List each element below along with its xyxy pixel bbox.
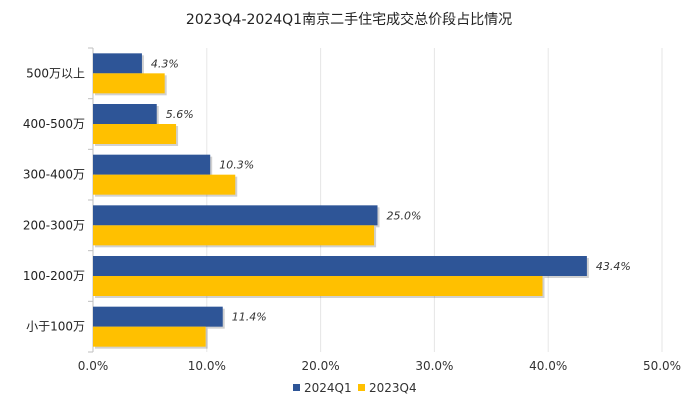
bar-2023Q4 xyxy=(93,225,375,246)
category-label: 400-500万 xyxy=(23,117,85,131)
bar-2024Q1 xyxy=(93,154,211,175)
x-tick-label: 20.0% xyxy=(302,359,340,373)
data-label: 25.0% xyxy=(387,209,422,222)
legend-swatch xyxy=(358,384,365,391)
grid-lines xyxy=(88,47,663,353)
category-label: 300-400万 xyxy=(23,168,85,182)
bar-2024Q1 xyxy=(93,256,587,276)
x-tick-label: 30.0% xyxy=(415,359,453,373)
data-label: 4.3% xyxy=(151,57,179,70)
category-label: 100-200万 xyxy=(23,269,85,283)
bars: 4.3% 5.6% 10.3% 25.0% 43.4% 11.4% xyxy=(93,53,631,349)
bar-2023Q4 xyxy=(93,174,236,195)
legend-label: 2024Q1 xyxy=(304,381,352,395)
chart-title: 2023Q4-2024Q1南京二手住宅成交总价段占比情况 xyxy=(186,11,512,28)
x-tick-label: 40.0% xyxy=(529,359,567,373)
bar-2023Q4 xyxy=(93,326,206,347)
bar-2024Q1 xyxy=(93,53,142,74)
bar-2024Q1 xyxy=(93,306,223,327)
x-tick-label: 10.0% xyxy=(188,359,226,373)
legend: 2024Q1 2023Q4 xyxy=(293,381,417,395)
category-label: 小于100万 xyxy=(26,320,85,334)
bar-2024Q1 xyxy=(93,104,157,124)
x-tick-label: 50.0% xyxy=(643,359,681,373)
category-label: 500万以上 xyxy=(26,66,85,80)
bar-2024Q1 xyxy=(93,205,378,226)
x-tick-label: 0.0% xyxy=(78,359,109,373)
category-label: 200-300万 xyxy=(23,218,85,232)
bar-2023Q4 xyxy=(93,124,177,144)
legend-swatch xyxy=(293,384,300,391)
data-label: 5.6% xyxy=(166,108,194,121)
category-labels: 500万以上 400-500万 300-400万 200-300万 100-200万小于… xyxy=(23,66,85,333)
data-label: 43.4% xyxy=(596,260,631,273)
x-tick-labels: 0.0% 10.0% 20.0% 30.0% 40.0% 50.0% xyxy=(78,359,681,373)
data-label: 11.4% xyxy=(232,311,267,324)
bar-2023Q4 xyxy=(93,276,543,296)
legend-label: 2023Q4 xyxy=(369,381,417,395)
bar-2023Q4 xyxy=(93,73,165,94)
data-label: 10.3% xyxy=(219,159,254,172)
